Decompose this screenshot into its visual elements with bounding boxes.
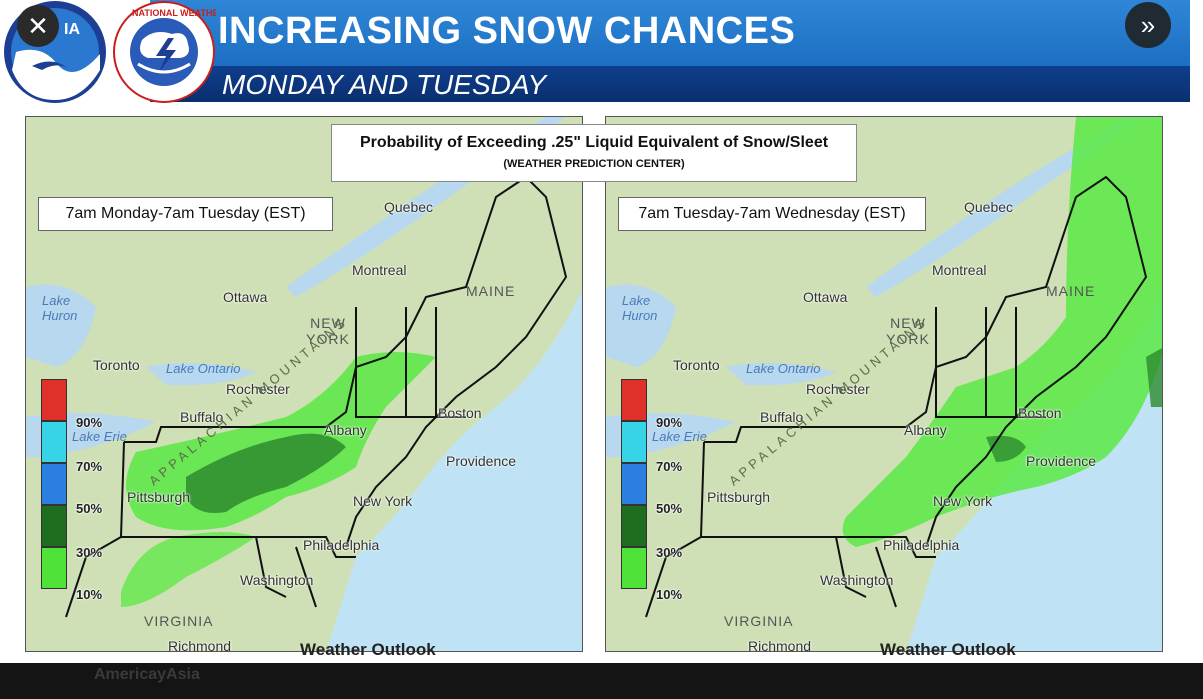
place-richmond: Richmond [748,638,812,652]
footer-account-name[interactable]: AmericayAsia [94,666,200,683]
page-title: INCREASING SNOW CHANCES [218,10,796,52]
place-pittsburgh: Pittsburgh [707,489,771,505]
map-tuesday-graphic [606,117,1162,651]
place-albany: Albany [324,422,367,438]
close-icon: ✕ [27,10,49,41]
legend-label-10: 10% [656,587,683,602]
legend-label-30: 30% [76,545,103,560]
place-richmond: Richmond [168,638,232,652]
place-buffalo: Buffalo [180,409,224,425]
water-label-lake-erie: Lake Erie [652,429,707,444]
legend-monday [41,379,67,589]
banner-bottom-bar [150,66,1190,102]
header-banner: IA NATIONAL WEATHER SERVICE INCREASING S… [0,0,1190,104]
water-label-lake-ontario: Lake Ontario [746,361,821,376]
place-ottawa: Ottawa [223,289,268,305]
place-philadelphia: Philadelphia [883,537,960,553]
water-label-lake-huron: Lake Huron [42,293,78,323]
page-subtitle: MONDAY AND TUESDAY [222,69,547,100]
legend-swatch-dark-green [41,505,67,547]
legend-swatch-dark-green [621,505,647,547]
place-providence: Providence [446,453,517,469]
legend-tuesday [621,379,647,589]
product-title: Probability of Exceeding .25" Liquid Equ… [359,134,829,151]
water-label-lake-ontario: Lake Ontario [166,361,241,376]
legend-label-70: 70% [76,459,103,474]
legend-label-50: 50% [76,501,103,516]
map-panel-monday: 7am Monday-7am Tuesday (EST) Quebec Mont… [25,116,583,652]
product-title-box: Probability of Exceeding .25" Liquid Equ… [331,124,857,182]
outlook-label-left: Weather Outlook [300,640,436,659]
map-panel-tuesday: 7am Tuesday-7am Wednesday (EST) Quebec M… [605,116,1163,652]
footer-overlay [0,663,1203,699]
legend-label-50: 50% [656,501,683,516]
legend-swatch-light-green [41,547,67,589]
next-slide-button[interactable]: » [1125,2,1171,48]
noaa-logo-text: IA [64,21,80,38]
place-philadelphia: Philadelphia [303,537,380,553]
place-boston: Boston [438,405,482,421]
legend-label-90: 90% [76,415,103,430]
place-montreal: Montreal [932,262,987,278]
state-label-maine: MAINE [1046,283,1096,299]
legend-swatch-light-green [621,547,647,589]
legend-label-90: 90% [656,415,683,430]
place-rochester: Rochester [226,381,290,397]
place-washington: Washington [240,572,314,588]
state-label-maine: MAINE [466,283,516,299]
legend-label-30: 30% [656,545,683,560]
place-new-york: New York [933,493,993,509]
double-chevron-right-icon: » [1140,9,1156,40]
place-toronto: Toronto [93,357,140,373]
place-boston: Boston [1018,405,1062,421]
place-rochester: Rochester [806,381,870,397]
state-label-virginia: VIRGINIA [724,613,794,629]
place-montreal: Montreal [352,262,407,278]
legend-label-70: 70% [656,459,683,474]
outlook-label-right: Weather Outlook [880,640,1016,659]
legend-swatch-blue [621,463,647,505]
nws-logo: NATIONAL WEATHER SERVICE [113,1,216,103]
state-label-new-york: NEW YORK [306,315,350,347]
legend-swatch-blue [41,463,67,505]
banner-top-bar [150,0,1190,66]
place-ottawa: Ottawa [803,289,848,305]
close-button[interactable]: ✕ [17,5,59,47]
place-quebec: Quebec [384,199,434,215]
place-pittsburgh: Pittsburgh [127,489,191,505]
place-quebec: Quebec [964,199,1014,215]
place-albany: Albany [904,422,947,438]
period-label-tuesday: 7am Tuesday-7am Wednesday (EST) [618,197,926,231]
legend-swatch-cyan [41,421,67,463]
place-toronto: Toronto [673,357,720,373]
product-source: (WEATHER PREDICTION CENTER) [503,158,685,170]
place-buffalo: Buffalo [760,409,804,425]
water-label-lake-erie: Lake Erie [72,429,127,444]
legend-label-10: 10% [76,587,103,602]
legend-swatch-red [621,379,647,421]
water-label-lake-huron: Lake Huron [622,293,658,323]
place-new-york: New York [353,493,413,509]
state-label-new-york: NEW YORK [886,315,930,347]
period-label-monday: 7am Monday-7am Tuesday (EST) [38,197,333,231]
legend-swatch-red [41,379,67,421]
place-providence: Providence [1026,453,1097,469]
nws-logo-text: NATIONAL WEATHER SERVICE [132,8,216,18]
legend-swatch-cyan [621,421,647,463]
place-washington: Washington [820,572,894,588]
state-label-virginia: VIRGINIA [144,613,214,629]
